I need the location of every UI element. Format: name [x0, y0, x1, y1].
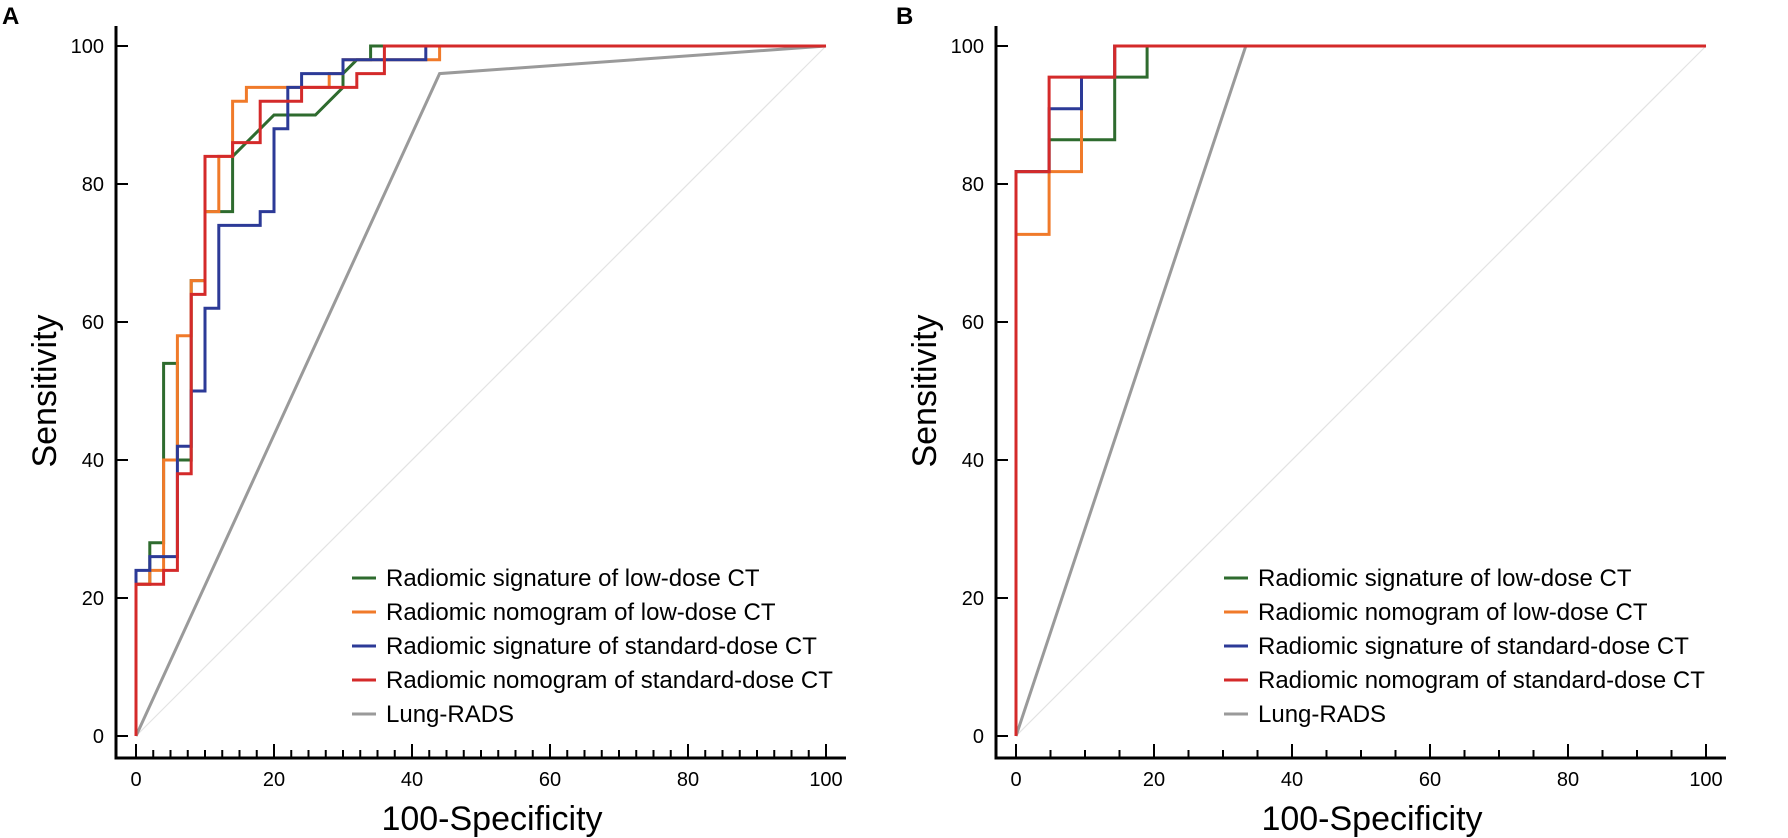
y-tick-label-b-100: 100	[951, 36, 984, 58]
x-axis-title-b: 100-Specificity	[1261, 800, 1482, 838]
y-tick-label-b-0: 0	[973, 726, 984, 748]
y-tick-label-b-80: 80	[962, 174, 984, 196]
x-tick-label-b-0: 0	[1010, 769, 1021, 791]
panel-letter-a: A	[2, 3, 19, 30]
reference-diagonal-a	[135, 45, 827, 737]
panel-a: A 0 20 40 60 80 100 0 20 40 60 80 100 100-Specific…	[2, 3, 846, 838]
x-tick-label-b-40: 40	[1281, 769, 1303, 791]
y-tick-label-a-100: 100	[71, 36, 104, 58]
legend-label-b-1: Radiomic nomogram of low-dose CT	[1258, 599, 1648, 626]
legend-label-a-3: Radiomic nomogram of standard-dose CT	[386, 667, 833, 694]
y-axis-title-b: Sensitivity	[906, 314, 944, 467]
x-tick-label-a-60: 60	[539, 769, 561, 791]
panel-b: B 0 20 40 60 80 100 0 20 40 60 80 100 100-Specific…	[896, 3, 1726, 838]
y-tick-label-a-60: 60	[82, 312, 104, 334]
series-line-a-lung-rads	[134, 44, 827, 737]
series-line-a-radiomic-nomogram-of-standard-dose-ct	[134, 44, 826, 736]
y-tick-label-a-20: 20	[82, 588, 104, 610]
x-tick-label-a-20: 20	[263, 769, 285, 791]
y-tick-label-a-40: 40	[82, 450, 104, 472]
x-tick-label-a-100: 100	[809, 769, 842, 791]
x-tick-label-b-100: 100	[1689, 769, 1722, 791]
axes-b	[994, 26, 1726, 760]
x-axis-title-a: 100-Specificity	[381, 800, 602, 838]
legend-label-b-4: Lung-RADS	[1258, 701, 1386, 728]
legend-label-b-2: Radiomic signature of standard-dose CT	[1258, 633, 1689, 660]
legend-label-a-0: Radiomic signature of low-dose CT	[386, 565, 760, 592]
reference-diagonal-b	[1015, 45, 1707, 737]
legend-label-a-2: Radiomic signature of standard-dose CT	[386, 633, 817, 660]
x-tick-label-b-20: 20	[1143, 769, 1165, 791]
legend-b: Radiomic signature of low-dose CT Radiomi…	[1224, 565, 1705, 728]
y-tick-label-a-0: 0	[93, 726, 104, 748]
legend-label-b-0: Radiomic signature of low-dose CT	[1258, 565, 1632, 592]
x-tick-label-b-80: 80	[1557, 769, 1579, 791]
series-line-b-radiomic-nomogram-of-standard-dose-ct	[1014, 44, 1706, 736]
y-tick-label-a-80: 80	[82, 174, 104, 196]
y-tick-label-b-60: 60	[962, 312, 984, 334]
x-tick-label-a-0: 0	[130, 769, 141, 791]
y-axis-title-a: Sensitivity	[26, 314, 64, 467]
x-tick-label-a-80: 80	[677, 769, 699, 791]
panel-letter-b: B	[896, 3, 913, 30]
legend-label-a-4: Lung-RADS	[386, 701, 514, 728]
legend-label-b-3: Radiomic nomogram of standard-dose CT	[1258, 667, 1705, 694]
x-tick-label-b-60: 60	[1419, 769, 1441, 791]
axes-a	[114, 26, 846, 760]
y-tick-label-b-40: 40	[962, 450, 984, 472]
legend-a: Radiomic signature of low-dose CT Radiomi…	[352, 565, 833, 728]
x-tick-label-a-40: 40	[401, 769, 423, 791]
y-tick-label-b-20: 20	[962, 588, 984, 610]
legend-label-a-1: Radiomic nomogram of low-dose CT	[386, 599, 776, 626]
